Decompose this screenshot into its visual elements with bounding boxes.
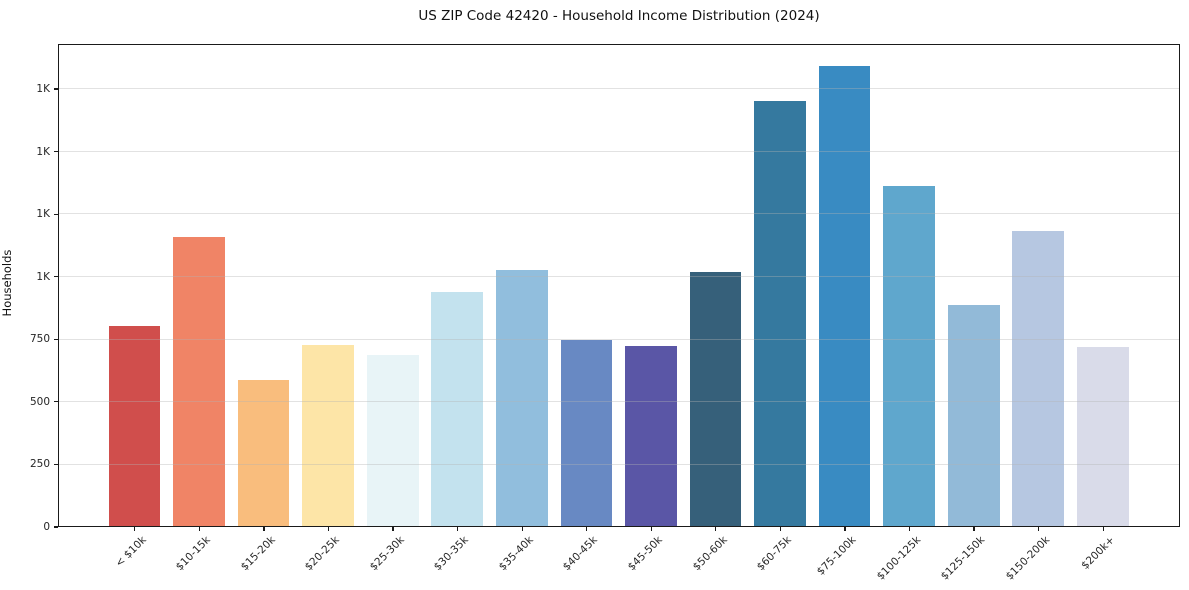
- x-tick-mark: [198, 527, 200, 531]
- x-tick-mark: [586, 527, 588, 531]
- x-tick-label: $15-20k: [238, 534, 278, 574]
- x-tick-label: $20-25k: [302, 534, 342, 574]
- bar-$25-30k: [366, 354, 419, 526]
- x-tick-mark: [715, 527, 717, 531]
- bar-$200k+: [1077, 347, 1129, 526]
- y-tick-mark: [54, 463, 58, 466]
- x-tick-label: $200k+: [1078, 534, 1117, 572]
- x-tick-label: $25-30k: [367, 534, 407, 574]
- x-tick-mark: [263, 527, 265, 531]
- bar-$100-125k: [883, 185, 936, 526]
- x-tick-mark: [650, 527, 652, 531]
- x-tick-label: $40-45k: [561, 534, 601, 574]
- chart-title: US ZIP Code 42420 - Household Income Dis…: [418, 8, 820, 24]
- x-tick-mark: [1038, 527, 1040, 531]
- y-tick-label: 250: [29, 458, 50, 471]
- gridline: [59, 463, 1179, 465]
- y-tick-label: 1K: [36, 83, 50, 96]
- y-axis-label: Households: [0, 249, 14, 317]
- x-tick-label: $30-35k: [431, 534, 472, 574]
- x-tick-mark: [392, 527, 394, 531]
- x-tick-mark: [521, 527, 523, 531]
- bar-$75-100k: [818, 65, 871, 526]
- x-tick-mark: [327, 527, 330, 531]
- gridline: [59, 213, 1179, 215]
- bar-$150-200k: [1012, 230, 1065, 526]
- x-tick-label: $10-15k: [173, 534, 213, 574]
- bar-$45-50k: [625, 345, 677, 526]
- bar-$15-20k: [237, 379, 290, 526]
- x-tick-label: $60-75k: [754, 534, 794, 574]
- x-tick-mark: [973, 527, 975, 531]
- x-tick-mark: [457, 527, 459, 531]
- plot-area: [58, 44, 1180, 527]
- y-tick-label: 750: [29, 333, 50, 346]
- y-tick-mark: [54, 338, 58, 340]
- bar-$40-45k: [560, 339, 613, 526]
- x-tick-label: < $10k: [112, 534, 149, 570]
- x-tick-mark: [134, 527, 136, 531]
- y-tick-mark: [54, 401, 58, 403]
- y-tick-label: 1K: [36, 145, 50, 158]
- x-tick-label: $45-50k: [625, 534, 665, 574]
- x-tick-label: $35-40k: [496, 534, 536, 574]
- y-tick-label: 500: [29, 395, 50, 408]
- x-tick-mark: [1102, 527, 1104, 531]
- bar-$10-15k: [173, 236, 225, 526]
- x-tick-label: $100-125k: [874, 534, 923, 583]
- bar-$125-150k: [947, 304, 1000, 526]
- y-tick-mark: [54, 151, 58, 153]
- bar-$60-75k: [754, 100, 806, 526]
- bar-$50-60k: [689, 272, 742, 526]
- y-tick-mark: [54, 213, 58, 215]
- x-tick-label: $150-200k: [1003, 534, 1053, 583]
- gridline: [59, 150, 1179, 152]
- bar-$35-40k: [496, 269, 548, 526]
- x-tick-mark: [844, 527, 846, 531]
- y-tick-label: 1K: [36, 208, 50, 221]
- bar-$20-25k: [302, 344, 354, 526]
- x-tick-mark: [908, 527, 911, 531]
- bar-$30-35k: [431, 292, 484, 526]
- y-tick-label: 0: [43, 521, 50, 533]
- bar-< $10k: [108, 325, 161, 526]
- y-tick-mark: [54, 88, 58, 90]
- gridline: [59, 88, 1179, 90]
- y-tick-mark: [54, 526, 58, 528]
- y-tick-label: 1K: [36, 270, 50, 283]
- gridline: [59, 401, 1179, 403]
- gridline: [59, 276, 1179, 278]
- gridline: [59, 338, 1179, 340]
- x-tick-mark: [779, 527, 781, 531]
- x-tick-label: $50-60k: [690, 534, 730, 574]
- x-tick-label: $75-100k: [814, 534, 859, 578]
- y-tick-mark: [54, 276, 58, 278]
- x-tick-label: $125-150k: [939, 534, 988, 583]
